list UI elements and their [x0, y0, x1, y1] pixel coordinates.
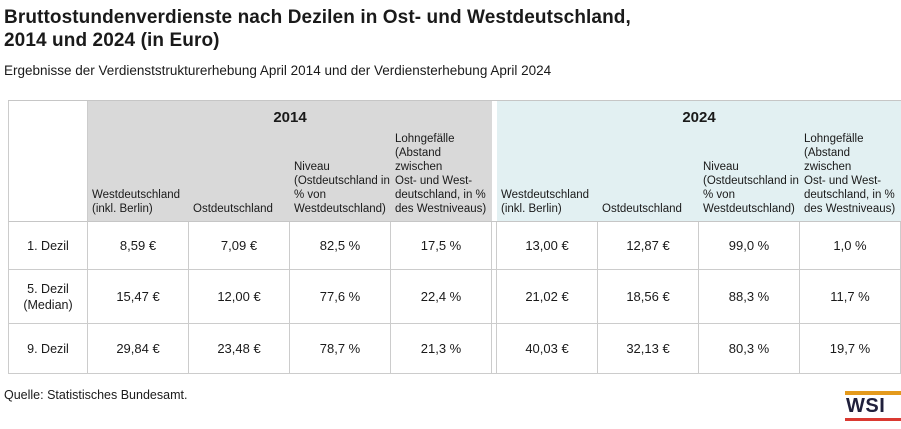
corner-cell — [8, 101, 88, 222]
row-gap — [492, 270, 497, 324]
col-header-2024-niveau: Niveau (Ostdeutschland in % von Westdeut… — [703, 161, 799, 215]
col-header-2014-ost: Ostdeutschland — [193, 203, 273, 215]
cell-dezil1-2014-niveau: 82,5 % — [290, 222, 391, 270]
cell-dezil9-2014-ost: 23,48 € — [189, 324, 290, 374]
year-label-2024: 2024 — [682, 109, 716, 126]
cell-dezil1-2014-ost: 7,09 € — [189, 222, 290, 270]
col-header-2014-niveau: Niveau (Ostdeutschland in % von Westdeut… — [294, 161, 390, 215]
cell-dezil1-2024-ost: 12,87 € — [598, 222, 699, 270]
cell-dezil9-2014-west: 29,84 € — [88, 324, 189, 374]
cell-dezil5-2014-west: 15,47 € — [88, 270, 189, 324]
source-note: Quelle: Statistisches Bundesamt. — [4, 388, 188, 402]
table-row-dezil1: 1. Dezil 8,59 € 7,09 € 82,5 % 17,5 % 13,… — [8, 222, 901, 270]
table-row-dezil9: 9. Dezil 29,84 € 23,48 € 78,7 % 21,3 % 4… — [8, 324, 901, 374]
table-header: 2014 Westdeutschland (inkl. Berlin) Ostd… — [8, 101, 901, 222]
cell-dezil1-2024-niveau: 99,0 % — [699, 222, 800, 270]
infographic: Bruttostundenverdienste nach Dezilen in … — [4, 7, 901, 402]
row-label-dezil5: 5. Dezil (Median) — [8, 270, 88, 324]
cell-dezil9-2024-ost: 32,13 € — [598, 324, 699, 374]
cell-dezil9-2014-niveau: 78,7 % — [290, 324, 391, 374]
col-header-2014-lohngefaelle: Lohngefälle (Abstand zwischen Ost- und W… — [395, 133, 487, 215]
year-group-2024: 2024 Westdeutschland (inkl. Berlin) Ostd… — [497, 101, 901, 222]
cell-dezil9-2024-west: 40,03 € — [497, 324, 598, 374]
row-label-dezil1: 1. Dezil — [8, 222, 88, 270]
year-label-2014: 2014 — [273, 109, 307, 126]
year-group-2014: 2014 Westdeutschland (inkl. Berlin) Ostd… — [88, 101, 492, 222]
wsi-logo-bottom-bar — [845, 418, 901, 421]
cell-dezil5-2024-west: 21,02 € — [497, 270, 598, 324]
row-gap — [492, 324, 497, 374]
col-header-2024-ost: Ostdeutschland — [602, 203, 682, 215]
cell-dezil5-2024-niveau: 88,3 % — [699, 270, 800, 324]
group-gap — [492, 101, 497, 222]
wsi-logo-top-bar — [845, 391, 901, 395]
cell-dezil1-2024-lohngefaelle: 1,0 % — [800, 222, 901, 270]
cell-dezil5-2014-ost: 12,00 € — [189, 270, 290, 324]
col-header-2024-west: Westdeutschland (inkl. Berlin) — [501, 189, 590, 215]
cell-dezil5-2024-lohngefaelle: 11,7 % — [800, 270, 901, 324]
row-label-dezil9: 9. Dezil — [8, 324, 88, 374]
wsi-logo: WSI — [845, 391, 901, 421]
cell-dezil5-2024-ost: 18,56 € — [598, 270, 699, 324]
cell-dezil9-2024-lohngefaelle: 19,7 % — [800, 324, 901, 374]
col-header-2014-west: Westdeutschland (inkl. Berlin) — [92, 189, 181, 215]
wsi-logo-text: WSI — [846, 395, 886, 417]
cell-dezil9-2024-niveau: 80,3 % — [699, 324, 800, 374]
cell-dezil5-2014-niveau: 77,6 % — [290, 270, 391, 324]
page-subtitle: Ergebnisse der Verdienststrukturerhebung… — [4, 63, 552, 78]
cell-dezil9-2014-lohngefaelle: 21,3 % — [391, 324, 492, 374]
row-gap — [492, 222, 497, 270]
cell-dezil1-2014-west: 8,59 € — [88, 222, 189, 270]
cell-dezil1-2014-lohngefaelle: 17,5 % — [391, 222, 492, 270]
page-title: Bruttostundenverdienste nach Dezilen in … — [4, 7, 631, 51]
table-row-dezil5: 5. Dezil (Median) 15,47 € 12,00 € 77,6 %… — [8, 270, 901, 324]
cell-dezil1-2024-west: 13,00 € — [497, 222, 598, 270]
col-header-2024-lohngefaelle: Lohngefälle (Abstand zwischen Ost- und W… — [804, 133, 896, 215]
cell-dezil5-2014-lohngefaelle: 22,4 % — [391, 270, 492, 324]
earnings-table: 2014 Westdeutschland (inkl. Berlin) Ostd… — [8, 100, 901, 374]
